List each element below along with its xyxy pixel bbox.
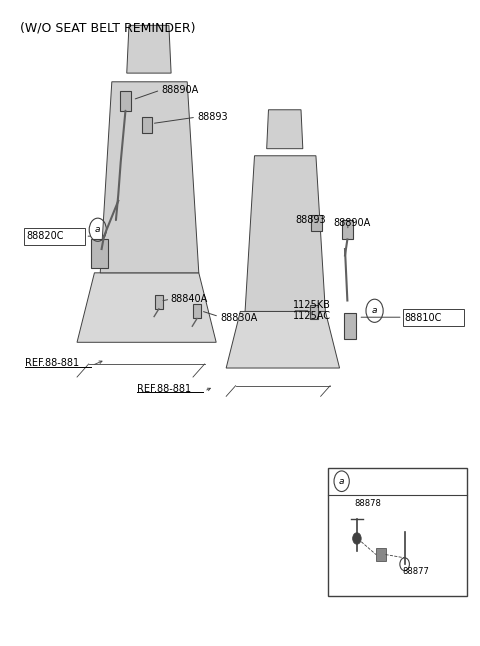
Bar [310,305,318,319]
Bar [344,313,356,339]
Text: 88840A: 88840A [171,294,208,304]
Text: a: a [372,306,377,315]
Polygon shape [100,82,199,273]
Bar [403,309,464,326]
Text: REF.88-881: REF.88-881 [25,358,79,368]
Text: 1125AC: 1125AC [293,311,332,321]
Text: (W/O SEAT BELT REMINDER): (W/O SEAT BELT REMINDER) [21,22,196,35]
Bar [311,215,322,231]
Bar [120,92,132,110]
Text: 88893: 88893 [197,112,228,122]
Polygon shape [226,311,339,368]
Text: 88820C: 88820C [26,231,64,241]
Text: 88890A: 88890A [161,85,199,95]
Polygon shape [77,273,216,342]
Text: a: a [339,477,344,486]
Polygon shape [245,156,325,311]
Bar [91,239,108,268]
Text: 88893: 88893 [295,215,325,225]
Text: REF.88-881: REF.88-881 [137,384,192,393]
Text: 88890A: 88890A [333,218,370,227]
Bar [328,468,467,596]
Polygon shape [127,25,171,73]
Text: 88878: 88878 [355,499,382,508]
Bar [24,228,85,245]
Bar [342,220,353,240]
Bar [142,117,152,133]
Bar [155,295,163,309]
Bar [193,304,201,318]
Text: 88830A: 88830A [220,313,257,324]
Text: a: a [95,225,100,234]
Text: 88877: 88877 [402,567,429,576]
Text: 88810C: 88810C [405,313,442,323]
Text: 1125KB: 1125KB [293,300,331,310]
Polygon shape [267,110,303,149]
Bar [376,548,385,561]
Circle shape [353,533,361,545]
